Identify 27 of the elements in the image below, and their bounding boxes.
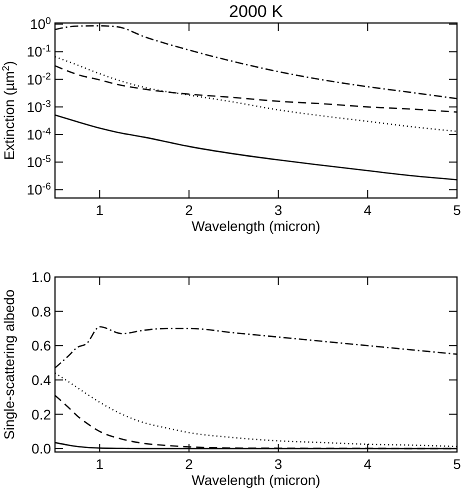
y-tick-label: 10$^{-4}$ (26, 126, 52, 143)
y-tick-label: 10$^{-5}$ (26, 154, 52, 170)
x-tick-label: 4 (364, 456, 372, 472)
chart-title: 2000 K (229, 2, 284, 21)
x-tick-label: 2 (185, 456, 194, 472)
y-tick-label: 1.0 (32, 269, 52, 285)
y-tick-label: 10$^{-1}$ (26, 43, 51, 60)
x-tick-label: 1 (96, 202, 104, 218)
y-tick-label: 10$^{-6}$ (26, 181, 52, 198)
y-tick-label: 10$^{0}$ (30, 16, 52, 32)
y-tick-label: 10$^{-3}$ (26, 98, 52, 115)
x-tick-label: 4 (364, 202, 372, 218)
x-tick-label: 3 (274, 202, 282, 218)
y-axis-title: Single-scattering albedo (1, 289, 17, 440)
x-tick-label: 3 (274, 456, 282, 472)
y-tick-label: 0.4 (32, 372, 52, 388)
x-tick-label: 1 (96, 456, 104, 472)
y-tick-label: 0.0 (32, 440, 52, 457)
y-tick-label: 10$^{-2}$ (26, 70, 51, 88)
x-axis-title: Wavelength (micron) (192, 218, 320, 234)
y-tick-label: 0.8 (32, 303, 52, 320)
x-tick-label: 5 (453, 456, 462, 472)
x-tick-label: 2 (185, 202, 194, 218)
x-axis-title: Wavelength (micron) (192, 472, 320, 488)
x-tick-label: 5 (453, 202, 462, 218)
y-tick-label: 0.2 (32, 406, 52, 422)
y-tick-label: 0.6 (32, 338, 52, 354)
